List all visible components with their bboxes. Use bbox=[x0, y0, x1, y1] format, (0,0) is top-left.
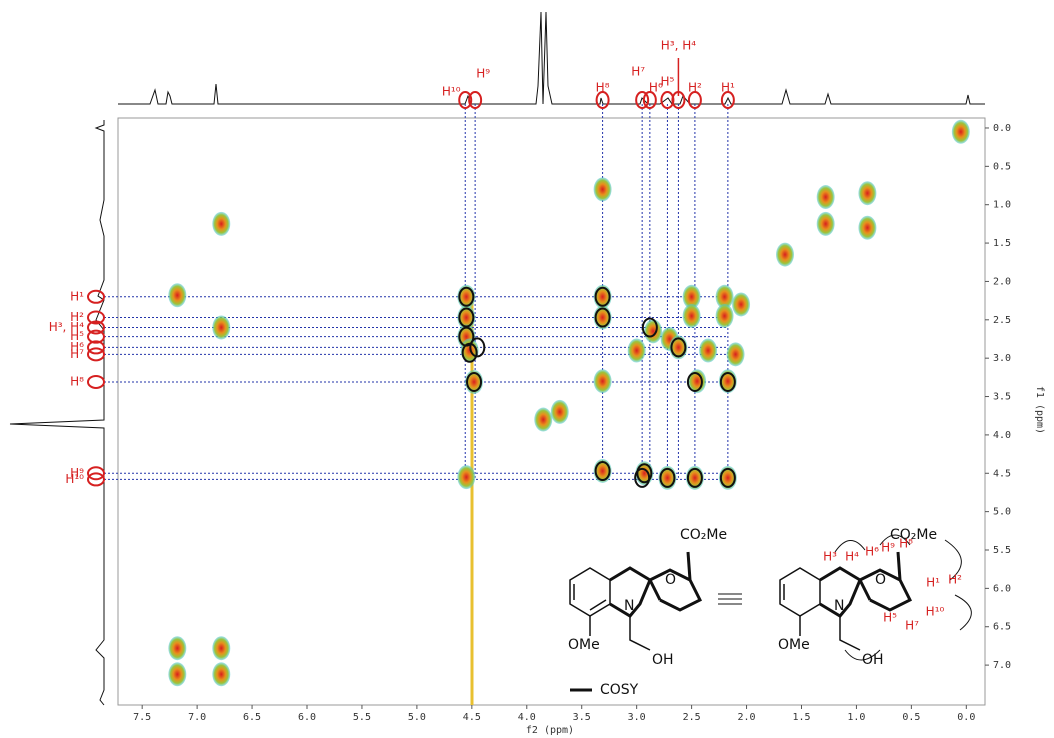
x-tick-label: 1.0 bbox=[847, 712, 865, 723]
hydroxyl-label: OH bbox=[862, 652, 884, 668]
x-tick-label: 3.5 bbox=[573, 712, 591, 723]
cross-peak bbox=[212, 315, 230, 339]
y-axis-label: f1 (ppm) bbox=[1034, 386, 1045, 434]
left-proton-label: H¹ bbox=[70, 289, 84, 303]
hydroxyl-label: OH bbox=[652, 652, 674, 668]
f1-projection bbox=[10, 120, 104, 705]
top-proton-label: H⁹ bbox=[476, 67, 490, 81]
cross-peak bbox=[817, 185, 835, 209]
structure-proton-label: H¹⁰ bbox=[926, 605, 945, 619]
cross-peak bbox=[212, 662, 230, 686]
left-peak-ring bbox=[88, 376, 104, 388]
cross-peak bbox=[628, 338, 646, 362]
top-proton-label: H³, H⁴ bbox=[661, 39, 696, 53]
structure-proton-label: H² bbox=[948, 573, 962, 587]
structure-proton-label: H⁷ bbox=[905, 619, 919, 633]
x-tick-label: 3.0 bbox=[628, 712, 646, 723]
left-proton-label: H¹⁰ bbox=[65, 472, 84, 486]
cross-peak bbox=[457, 465, 475, 489]
x-tick-label: 0.0 bbox=[957, 712, 975, 723]
cross-peak bbox=[551, 400, 569, 424]
structure-proton-label: H⁴ bbox=[845, 550, 859, 564]
cross-peak bbox=[212, 636, 230, 660]
x-tick-label: 4.0 bbox=[518, 712, 536, 723]
top-proton-label: H¹ bbox=[721, 81, 735, 95]
y-tick-label: 5.5 bbox=[993, 545, 1011, 556]
x-tick-label: 1.5 bbox=[792, 712, 810, 723]
x-tick-label: 6.0 bbox=[298, 712, 316, 723]
x-tick-label: 2.0 bbox=[738, 712, 756, 723]
x-tick-label: 2.5 bbox=[683, 712, 701, 723]
structure-proton-label: H⁸ bbox=[899, 537, 913, 551]
structure-proton-label: H¹ bbox=[926, 576, 940, 590]
methoxy-label: OMe bbox=[568, 637, 600, 653]
x-tick-label: 5.0 bbox=[408, 712, 426, 723]
methoxy-label: OMe bbox=[778, 637, 810, 653]
cross-peak bbox=[732, 292, 750, 316]
f2-projection bbox=[118, 12, 985, 104]
top-proton-label: H⁶ bbox=[649, 81, 663, 95]
structure-proton-label: H⁵ bbox=[883, 611, 897, 625]
y-tick-label: 4.0 bbox=[993, 430, 1011, 441]
nitrogen-label: N bbox=[834, 598, 844, 614]
structure-proton-label: H⁹ bbox=[881, 541, 895, 555]
nitrogen-label: N bbox=[624, 598, 634, 614]
cross-peak bbox=[699, 338, 717, 362]
cross-peak bbox=[644, 319, 662, 343]
page: {"chart_data":{"type":"scatter","x_label… bbox=[0, 0, 1054, 738]
ester-label: CO₂Me bbox=[680, 527, 727, 543]
cross-peak bbox=[212, 212, 230, 236]
structure-proton-label: H⁶ bbox=[865, 545, 879, 559]
x-tick-label: 7.0 bbox=[188, 712, 206, 723]
cross-peak bbox=[858, 181, 876, 205]
x-tick-label: 5.5 bbox=[353, 712, 371, 723]
y-tick-label: 1.0 bbox=[993, 200, 1011, 211]
top-proton-label: H⁸ bbox=[596, 81, 610, 95]
cross-peak bbox=[716, 304, 734, 328]
x-tick-label: 4.5 bbox=[463, 712, 481, 723]
ester-label: CO₂Me bbox=[890, 527, 937, 543]
y-tick-label: 2.5 bbox=[993, 315, 1011, 326]
top-proton-label: H¹⁰ bbox=[442, 85, 461, 99]
y-tick-label: 0.5 bbox=[993, 161, 1011, 172]
legend-label: COSY bbox=[600, 682, 639, 698]
top-proton-label: H⁷ bbox=[631, 65, 645, 79]
cross-peak bbox=[534, 408, 552, 432]
cross-peak bbox=[683, 304, 701, 328]
y-tick-label: 5.0 bbox=[993, 507, 1011, 518]
x-tick-label: 0.5 bbox=[902, 712, 920, 723]
x-axis-label: f2 (ppm) bbox=[526, 725, 574, 736]
y-tick-label: 4.5 bbox=[993, 468, 1011, 479]
cross-peak bbox=[594, 369, 612, 393]
structure-proton-label: H³ bbox=[823, 550, 837, 564]
y-tick-label: 6.0 bbox=[993, 583, 1011, 594]
cross-peak bbox=[168, 636, 186, 660]
cross-peak bbox=[952, 120, 970, 144]
left-peak-ring bbox=[88, 291, 104, 303]
cross-peak bbox=[817, 212, 835, 236]
cross-peak bbox=[168, 283, 186, 307]
y-tick-label: 1.5 bbox=[993, 238, 1011, 249]
cross-peak bbox=[168, 662, 186, 686]
cross-peak bbox=[858, 216, 876, 240]
y-tick-label: 0.0 bbox=[993, 123, 1011, 134]
chart: f2 (ppm) f1 (ppm) CO₂Me OMe OH N O CO₂Me… bbox=[0, 0, 1054, 738]
x-tick-label: 6.5 bbox=[243, 712, 261, 723]
y-tick-label: 3.0 bbox=[993, 353, 1011, 364]
left-proton-label: H⁷ bbox=[70, 347, 84, 361]
top-proton-label: H² bbox=[688, 81, 702, 95]
oxygen-label: O bbox=[875, 572, 886, 588]
left-proton-label: H⁸ bbox=[70, 374, 84, 388]
y-tick-label: 2.0 bbox=[993, 276, 1011, 287]
cross-peak bbox=[776, 243, 794, 267]
cross-peak bbox=[727, 342, 745, 366]
oxygen-label: O bbox=[665, 572, 676, 588]
y-tick-label: 3.5 bbox=[993, 392, 1011, 403]
cross-peak bbox=[594, 177, 612, 201]
y-tick-label: 7.0 bbox=[993, 660, 1011, 671]
x-tick-label: 7.5 bbox=[133, 712, 151, 723]
y-tick-label: 6.5 bbox=[993, 622, 1011, 633]
